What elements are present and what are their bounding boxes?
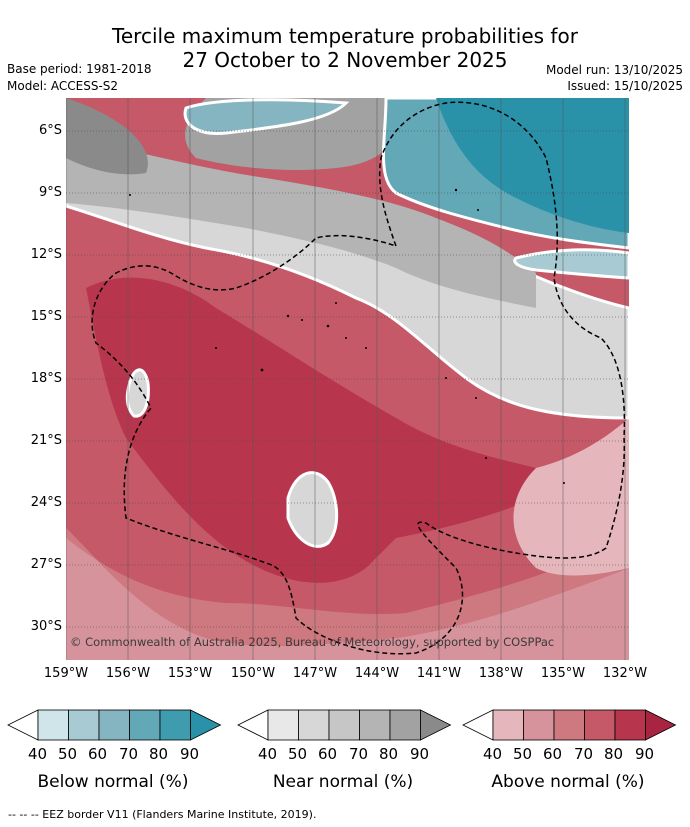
tick-below-80: 80	[149, 745, 169, 763]
issued-label: Issued: 15/10/2025	[567, 79, 683, 93]
colorbar-segment	[129, 709, 161, 741]
tick-below-40: 40	[28, 745, 48, 763]
colorbar-above-normal	[462, 709, 677, 741]
lat-label-6s: 6°S	[38, 123, 62, 138]
lon-label-147w: 147°W	[292, 666, 338, 681]
near-normal-mid-band	[66, 138, 536, 308]
colorbar-segment	[267, 709, 299, 741]
colorbar-segment	[159, 709, 191, 741]
meridians	[66, 98, 626, 660]
lon-label-159w: 159°W	[43, 666, 89, 681]
tick-below-50: 50	[58, 745, 78, 763]
colorbar-below-normal	[7, 709, 222, 741]
colorbar-segment	[645, 709, 677, 741]
above-normal-80-region	[86, 277, 536, 583]
colorbar-segment	[420, 709, 452, 741]
below-normal-core	[436, 98, 629, 233]
tick-near-80: 80	[379, 745, 399, 763]
lat-label-12s: 12°S	[30, 247, 62, 262]
lon-label-138w: 138°W	[478, 666, 524, 681]
lat-label-9s: 9°S	[38, 185, 62, 200]
lat-label-27s: 27°S	[30, 557, 62, 572]
colorbars	[7, 709, 677, 741]
colorbar-segment	[7, 709, 39, 741]
tick-above-60: 60	[543, 745, 563, 763]
model-run-label: Model run: 13/10/2025	[545, 63, 683, 77]
colorbar-segment	[523, 709, 555, 741]
lat-label-15s: 15°S	[30, 309, 62, 324]
map-svg: © Commonwealth of Australia 2025, Bureau…	[66, 98, 629, 660]
colorbar-segment	[190, 709, 222, 741]
copyright-notice: © Commonwealth of Australia 2025, Bureau…	[70, 635, 554, 649]
tick-above-40: 40	[483, 745, 503, 763]
tick-above-80: 80	[604, 745, 624, 763]
tick-above-70: 70	[574, 745, 594, 763]
lon-label-153w: 153°W	[167, 666, 213, 681]
lat-label-24s: 24°S	[30, 495, 62, 510]
tick-below-90: 90	[180, 745, 200, 763]
eez-border-note: -- -- -- EEZ border V11 (Flanders Marine…	[8, 808, 317, 821]
model-label: Model: ACCESS-S2	[7, 79, 119, 93]
colorbar-segment	[553, 709, 585, 741]
tick-near-90: 90	[410, 745, 430, 763]
tick-near-70: 70	[349, 745, 369, 763]
colorbar-segment	[37, 709, 69, 741]
tick-near-60: 60	[318, 745, 338, 763]
tick-below-60: 60	[88, 745, 108, 763]
colorbar-near-normal	[237, 709, 452, 741]
colorbar-segment	[98, 709, 130, 741]
map-title-line2: 27 October to 2 November 2025	[182, 48, 508, 72]
islands	[129, 188, 565, 484]
above-normal-70-south	[66, 528, 629, 646]
colorbar-title-near-normal: Near normal (%)	[272, 772, 414, 792]
colorbar-segment	[492, 709, 524, 741]
colorbar-title-below-normal: Below normal (%)	[37, 772, 189, 792]
lon-label-132w: 132°W	[602, 666, 648, 681]
map-title-line1: Tercile maximum temperature probabilitie…	[112, 24, 578, 48]
colorbar-title-above-normal: Above normal (%)	[491, 772, 645, 792]
colorbar-segment	[328, 709, 360, 741]
near-normal-patch-center	[286, 471, 339, 548]
below-normal-east-patch	[513, 248, 629, 280]
lat-label-30s: 30°S	[30, 619, 62, 634]
lon-label-150w: 150°W	[230, 666, 276, 681]
tick-above-90: 90	[635, 745, 655, 763]
colorbar-segment	[389, 709, 421, 741]
colorbar-segment	[462, 709, 494, 741]
eez-border	[91, 101, 626, 655]
lon-label-144w: 144°W	[354, 666, 400, 681]
base-period-label: Base period: 1981-2018	[7, 62, 152, 76]
tick-near-40: 40	[258, 745, 278, 763]
colorbar-segment	[614, 709, 646, 741]
probability-map: © Commonwealth of Australia 2025, Bureau…	[66, 98, 629, 660]
lat-label-18s: 18°S	[30, 371, 62, 386]
lon-label-141w: 141°W	[416, 666, 462, 681]
colorbar-segment	[584, 709, 616, 741]
colorbar-segment	[68, 709, 100, 741]
colorbar-segment	[359, 709, 391, 741]
above-normal-60-east	[513, 418, 629, 576]
lon-label-135w: 135°W	[540, 666, 586, 681]
colorbar-segment	[298, 709, 330, 741]
gridlines	[66, 130, 629, 628]
tick-above-50: 50	[513, 745, 533, 763]
tick-near-50: 50	[288, 745, 308, 763]
colorbar-segment	[237, 709, 269, 741]
lon-label-156w: 156°W	[105, 666, 151, 681]
above-normal-60-south	[66, 528, 629, 660]
lat-label-21s: 21°S	[30, 433, 62, 448]
tick-below-70: 70	[119, 745, 139, 763]
